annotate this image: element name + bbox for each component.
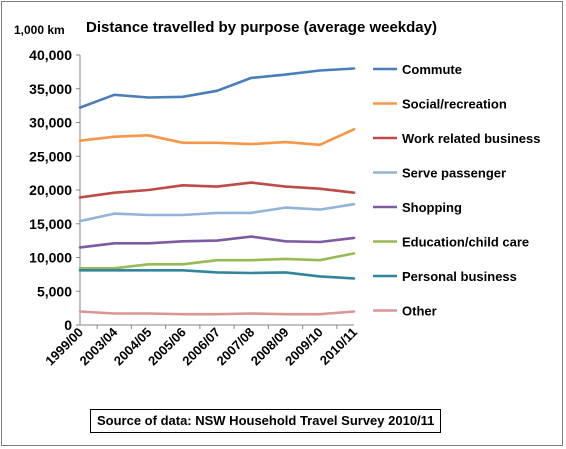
y-tick-label: 20,000 — [29, 182, 72, 198]
x-tick-label: 2009/10 — [282, 325, 326, 369]
legend-label: Personal business — [402, 269, 517, 284]
legend-label: Other — [402, 304, 437, 319]
series-line-social-recreation — [78, 128, 356, 147]
y-tick-label: 25,000 — [29, 148, 72, 164]
source-note: Source of data: NSW Household Travel Sur… — [90, 409, 442, 433]
legend-label: Work related business — [402, 131, 540, 146]
series-line-work-related-business — [78, 181, 356, 199]
y-tick-label: 0 — [64, 317, 72, 333]
chart-title: Distance travelled by purpose (average w… — [86, 19, 437, 36]
legend-label: Shopping — [402, 200, 462, 215]
legend-label: Social/recreation — [402, 97, 507, 112]
y-axis-ticks: 0 5,000 10,000 15,000 20,000 25,000 30,000 35,0… — [29, 47, 80, 333]
series-line-education-child-care — [78, 252, 356, 270]
series-line-personal-business — [78, 268, 356, 280]
y-tick-label: 10,000 — [29, 250, 72, 266]
series-line-shopping — [78, 235, 356, 249]
y-tick-label: 15,000 — [29, 216, 72, 232]
legend-label: Education/child care — [402, 235, 529, 250]
series-line-serve-passenger — [78, 202, 356, 223]
x-axis-ticks: 1999/002003/042004/052005/062006/072007/… — [42, 324, 360, 368]
y-axis-unit-label: 1,000 km — [14, 23, 65, 37]
legend: Commute Social/recreation Work related bus… — [373, 62, 540, 319]
series-lines — [78, 67, 356, 316]
y-tick-label: 30,000 — [29, 115, 72, 131]
y-tick-label: 5,000 — [37, 283, 72, 299]
legend-label: Commute — [402, 62, 462, 77]
y-tick-label: 40,000 — [29, 47, 72, 63]
x-tick-label: 2010/11 — [317, 325, 360, 368]
series-line-commute — [78, 67, 356, 109]
legend-label: Serve passenger — [402, 166, 506, 181]
y-tick-label: 35,000 — [29, 81, 72, 97]
series-line-other — [78, 310, 356, 316]
